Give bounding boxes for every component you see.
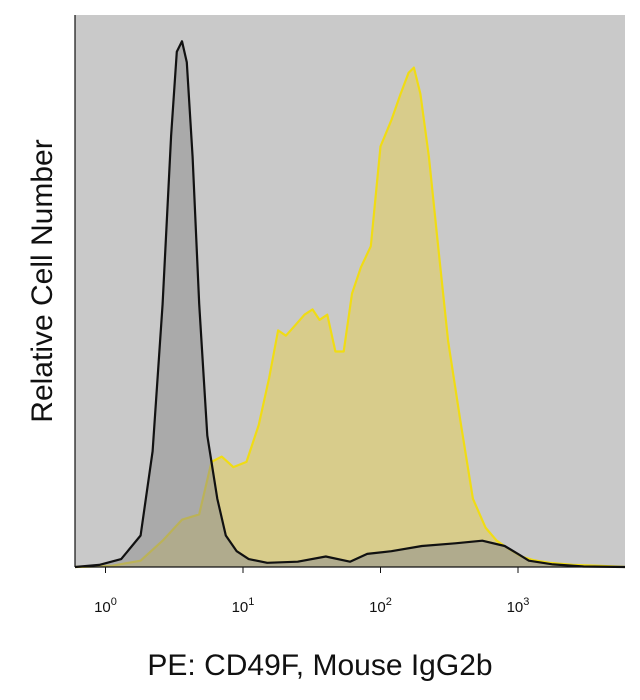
series-1-line	[74, 66, 626, 569]
x-tick-label: 100	[94, 596, 117, 616]
series-2-area	[75, 41, 625, 568]
x-tick-label: 103	[507, 596, 530, 616]
x-axis-title: PE: CD49F, Mouse IgG2b	[147, 649, 492, 682]
x-tick-label: 101	[232, 596, 255, 616]
x-tick-label: 102	[369, 596, 392, 616]
series-1-area	[75, 67, 625, 567]
y-axis-title: Relative Cell Number	[26, 139, 59, 422]
series-2-line	[74, 40, 626, 569]
x-tick-layer: 100101102103104	[94, 567, 530, 616]
series-layer	[74, 40, 626, 569]
